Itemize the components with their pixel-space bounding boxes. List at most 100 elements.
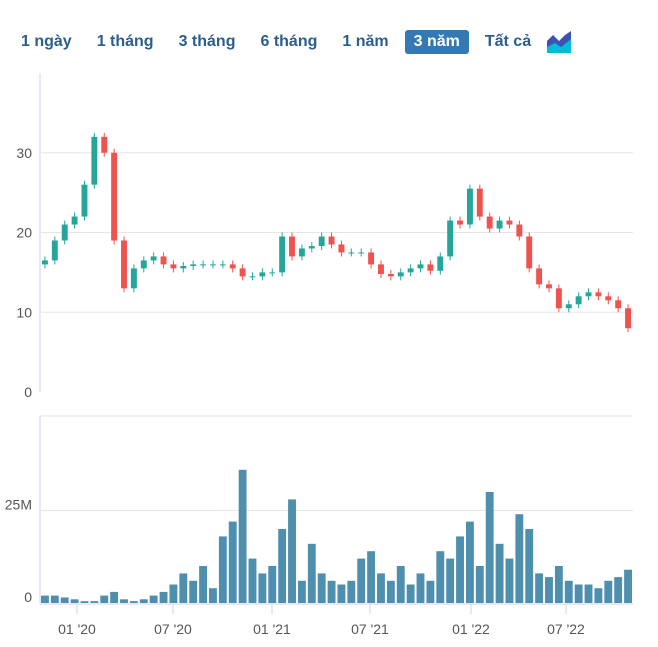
volume-bar [189, 580, 198, 603]
x-tick-label: 07 '20 [154, 621, 192, 637]
candle [555, 288, 562, 309]
volume-bar [367, 551, 376, 603]
volume-bar [475, 566, 484, 603]
volume-bar [149, 595, 158, 603]
volume-bar [426, 580, 435, 603]
volume-tick-label: 0 [24, 589, 32, 605]
candle [536, 268, 543, 285]
volume-bar [327, 580, 336, 603]
range-3-month-button[interactable]: 3 tháng [178, 33, 236, 50]
candle [387, 273, 394, 277]
candle [605, 296, 612, 301]
candle [486, 216, 493, 229]
candle [516, 224, 523, 237]
candle [71, 216, 78, 225]
candle [200, 264, 207, 266]
candle [289, 236, 295, 257]
volume-bar [584, 584, 593, 603]
candle [466, 188, 473, 225]
volume-bar [574, 584, 583, 603]
candle [130, 268, 137, 289]
volume-bar [554, 566, 563, 603]
candle [160, 256, 167, 265]
volume-bar [377, 573, 385, 603]
volume-bar [357, 558, 366, 603]
volume-bar [50, 595, 59, 603]
candle [595, 292, 602, 297]
volume-bar [406, 584, 415, 603]
candle [61, 224, 68, 241]
candle [111, 152, 118, 241]
candle [41, 260, 48, 265]
candle [259, 272, 266, 277]
volume-bar [169, 584, 178, 603]
range-6-month-button[interactable]: 6 tháng [260, 33, 318, 50]
candle [229, 264, 236, 269]
candle [506, 220, 513, 225]
range-all-button[interactable]: Tất cả [484, 33, 532, 50]
price-tick-label: 30 [16, 145, 32, 161]
volume-bar [347, 580, 356, 603]
candle [427, 264, 434, 271]
x-tick-label: 01 '21 [253, 621, 291, 637]
volume-bar [70, 599, 79, 603]
candle [358, 252, 365, 254]
volume-bar [535, 573, 544, 603]
volume-bar [238, 469, 247, 603]
volume-bar [129, 601, 138, 603]
candle [209, 264, 216, 266]
volume-bar [416, 573, 425, 603]
volume-bar [139, 599, 148, 603]
volume-bar [209, 588, 217, 603]
volume-bar [288, 499, 296, 603]
candle [378, 264, 384, 274]
candle [496, 220, 503, 229]
volume-bar [60, 597, 69, 603]
volume-bar [218, 536, 227, 603]
candle [615, 300, 622, 309]
candle [81, 184, 88, 217]
volume-bar [297, 580, 306, 603]
volume-bar [545, 577, 553, 603]
volume-bar [120, 599, 128, 603]
candle [140, 260, 147, 269]
candle [121, 240, 127, 289]
range-3-year-button[interactable]: 3 năm [404, 30, 469, 54]
range-1-year-button[interactable]: 1 năm [342, 33, 389, 50]
volume-bar [228, 521, 237, 603]
range-1-month-button[interactable]: 1 tháng [96, 33, 154, 50]
volume-bar [594, 588, 603, 603]
candle [338, 244, 345, 253]
candle [397, 272, 404, 277]
volume-tick-label: 25M [5, 497, 32, 513]
volume-bar [110, 591, 119, 603]
volume-bar [278, 529, 287, 603]
volume-bar [80, 601, 89, 603]
volume-bar [495, 543, 504, 603]
candle [348, 252, 355, 254]
volume-bar [337, 584, 346, 603]
candle [170, 264, 177, 269]
candle [368, 252, 375, 265]
candle [318, 236, 325, 247]
volume-bar [505, 558, 514, 603]
x-tick-label: 07 '22 [547, 621, 585, 637]
candle [437, 256, 444, 271]
volume-bar [456, 536, 464, 603]
area-chart-icon[interactable] [547, 31, 572, 53]
candle [328, 236, 335, 245]
candle [180, 265, 187, 269]
candle [239, 268, 246, 277]
volume-bar [396, 566, 405, 603]
volume-bar [515, 514, 524, 603]
volume-bar [446, 558, 455, 603]
range-1-day-button[interactable]: 1 ngày [21, 33, 72, 50]
volume-bar [90, 601, 99, 603]
x-tick-label: 07 '21 [351, 621, 389, 637]
volume-bar [268, 566, 277, 603]
volume-bar [179, 573, 188, 603]
candle [417, 264, 424, 269]
volume-bar [307, 543, 316, 603]
